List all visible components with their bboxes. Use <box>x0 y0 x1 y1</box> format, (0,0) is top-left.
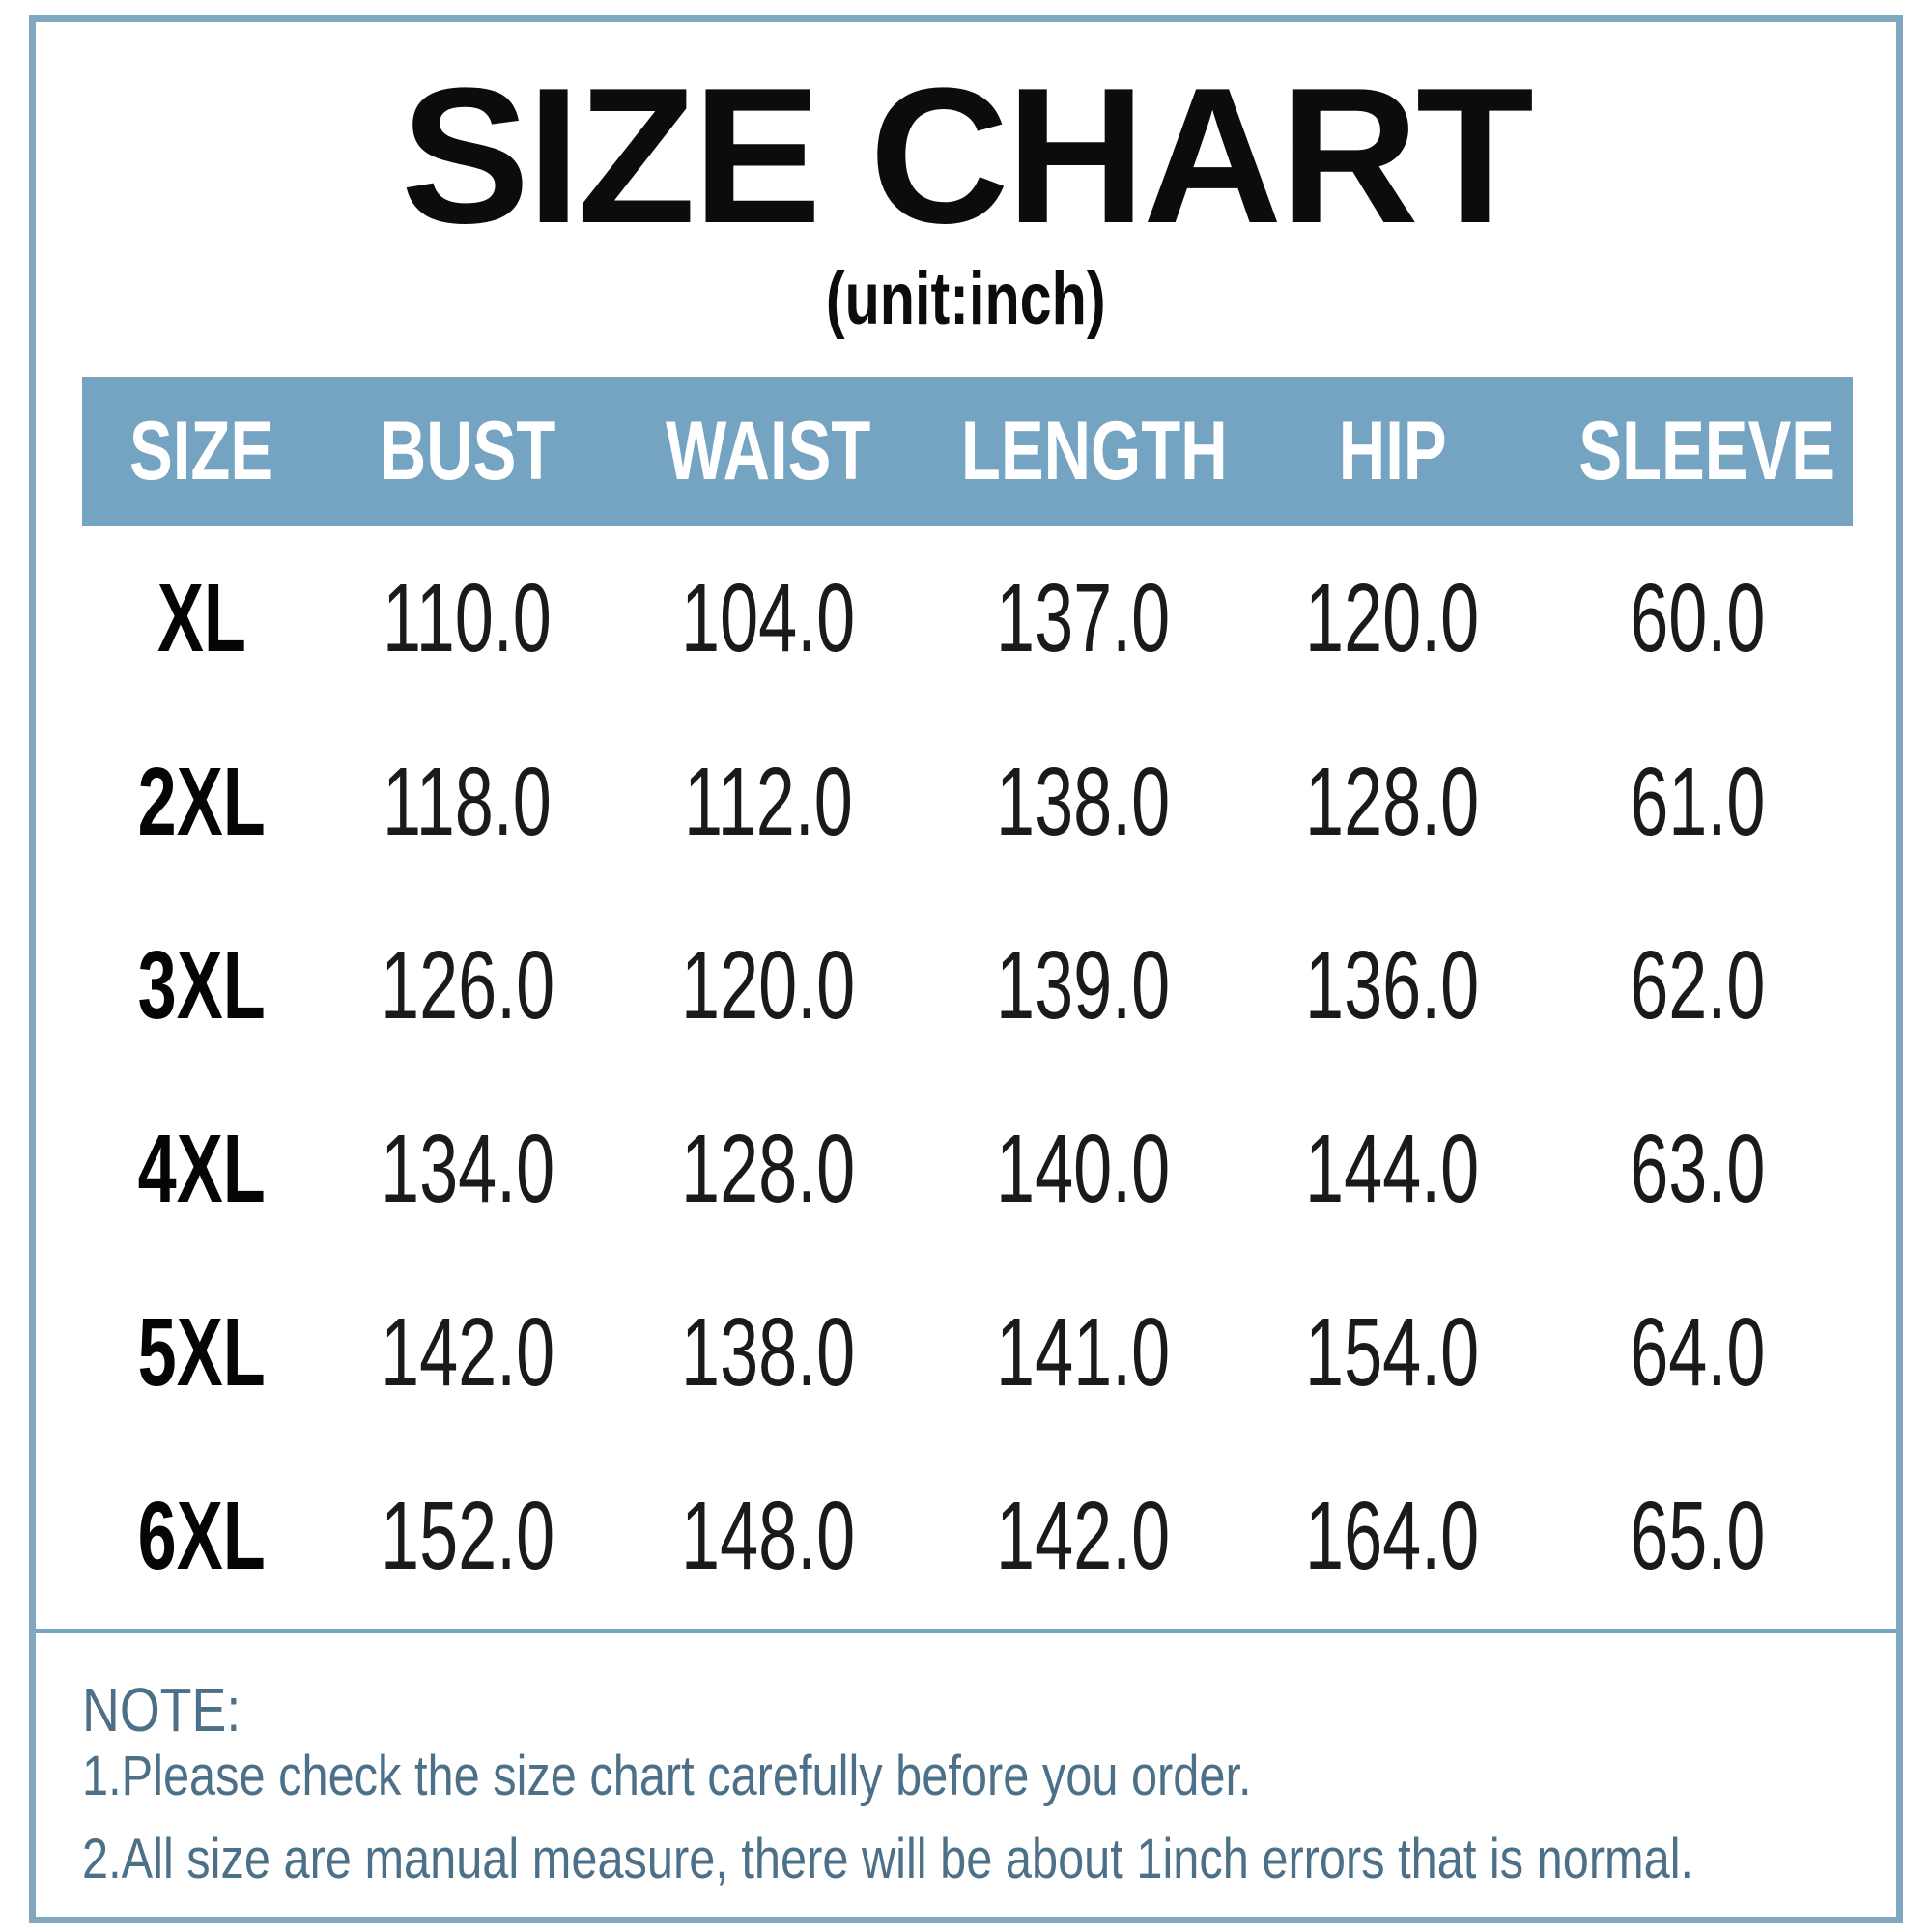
length-value: 141.0 <box>995 1298 1170 1406</box>
hip-value: 144.0 <box>1305 1115 1480 1223</box>
sleeve-value: 62.0 <box>1630 931 1766 1039</box>
hip-value: 164.0 <box>1305 1482 1480 1590</box>
unit-subtitle-text: (unit:inch) <box>826 258 1106 340</box>
note-heading: NOTE: <box>82 1675 242 1745</box>
hip-value: 128.0 <box>1305 748 1480 856</box>
length-value: 139.0 <box>995 931 1170 1039</box>
size-table-body: XL 110.0 104.0 137.0 120.0 60.0 2XL 118.… <box>82 526 1853 1628</box>
page-title: SIZE CHART <box>401 48 1534 264</box>
table-row-3xl: 3XL 126.0 120.0 139.0 136.0 62.0 <box>82 894 1853 1077</box>
unit-subtitle: (unit:inch) <box>0 263 1932 336</box>
length-value: 142.0 <box>995 1482 1170 1590</box>
header-cell-size: SIZE <box>129 405 274 497</box>
table-row-5xl: 5XL 142.0 138.0 141.0 154.0 64.0 <box>82 1261 1853 1444</box>
header-cell-hip: HIP <box>1338 405 1447 497</box>
length-value: 138.0 <box>995 748 1170 856</box>
size-label: 2XL <box>137 748 266 856</box>
length-value: 140.0 <box>995 1115 1170 1223</box>
length-value: 137.0 <box>995 564 1170 672</box>
sleeve-value: 60.0 <box>1630 564 1766 672</box>
table-row-4xl: 4XL 134.0 128.0 140.0 144.0 63.0 <box>82 1077 1853 1261</box>
table-row-6xl: 6XL 152.0 148.0 142.0 164.0 65.0 <box>82 1444 1853 1628</box>
bust-value: 142.0 <box>380 1298 554 1406</box>
table-row-xl: XL 110.0 104.0 137.0 120.0 60.0 <box>82 526 1853 710</box>
bust-value: 110.0 <box>383 564 553 672</box>
header-cell-length: LENGTH <box>960 405 1228 497</box>
table-row-2xl: 2XL 118.0 112.0 138.0 128.0 61.0 <box>82 710 1853 894</box>
size-label: 4XL <box>137 1115 266 1223</box>
bust-value: 126.0 <box>380 931 554 1039</box>
size-label: 5XL <box>137 1298 266 1406</box>
bust-value: 152.0 <box>380 1482 554 1590</box>
header-cell-waist: WAIST <box>666 405 871 497</box>
hip-value: 136.0 <box>1305 931 1480 1039</box>
size-label: 6XL <box>137 1482 266 1590</box>
table-header-row: SIZE BUST WAIST LENGTH HIP SLEEVE <box>82 377 1853 526</box>
bust-value: 134.0 <box>380 1115 554 1223</box>
size-label: 3XL <box>137 931 266 1039</box>
sleeve-value: 63.0 <box>1630 1115 1766 1223</box>
size-label: XL <box>156 564 246 672</box>
sleeve-value: 61.0 <box>1630 748 1766 856</box>
note-line-1: 1.Please check the size chart carefully … <box>82 1745 1252 1807</box>
waist-value: 112.0 <box>683 748 853 856</box>
hip-value: 120.0 <box>1305 564 1480 672</box>
waist-value: 138.0 <box>681 1298 856 1406</box>
waist-value: 148.0 <box>681 1482 856 1590</box>
note-divider-line <box>36 1629 1896 1633</box>
note-line-2: 2.All size are manual measure, there wil… <box>82 1828 1694 1890</box>
header-cell-bust: BUST <box>379 405 555 497</box>
sleeve-value: 65.0 <box>1630 1482 1766 1590</box>
waist-value: 104.0 <box>681 564 856 672</box>
waist-value: 128.0 <box>681 1115 856 1223</box>
sleeve-value: 64.0 <box>1630 1298 1766 1406</box>
hip-value: 154.0 <box>1305 1298 1480 1406</box>
header-cell-sleeve: SLEEVE <box>1578 405 1835 497</box>
waist-value: 120.0 <box>681 931 856 1039</box>
outer-border-frame <box>29 15 1903 1923</box>
bust-value: 118.0 <box>383 748 553 856</box>
